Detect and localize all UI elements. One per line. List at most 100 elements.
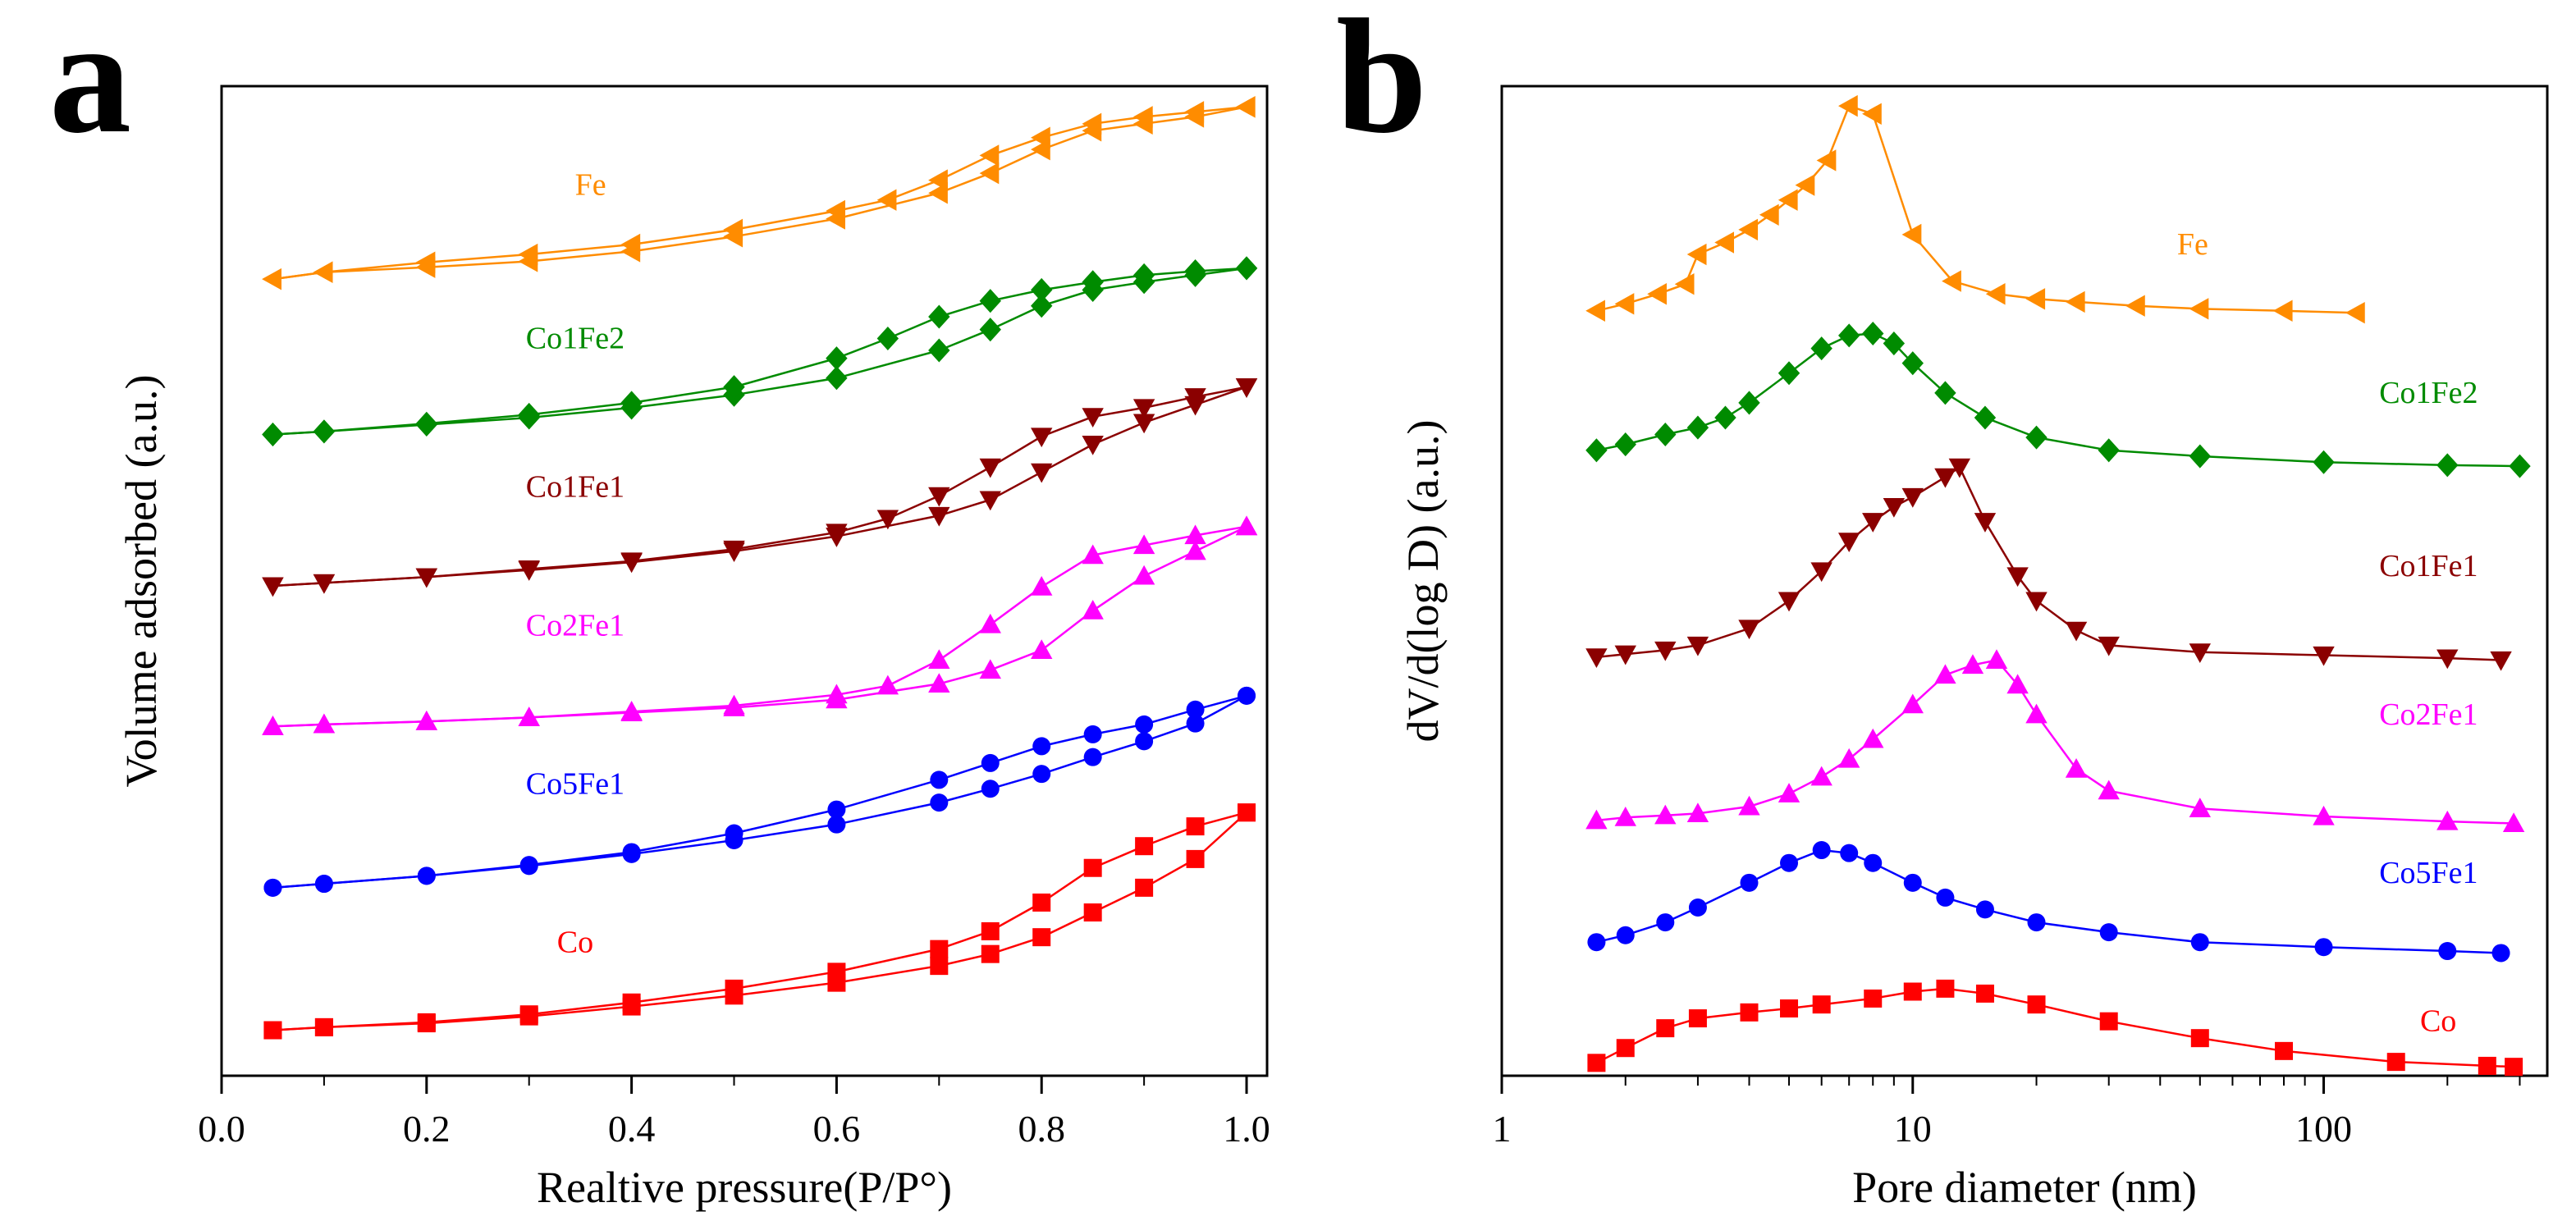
data-point-co2fe1	[1082, 544, 1104, 565]
data-point-fe	[1714, 231, 1735, 254]
series-line-co5fe1	[1596, 848, 2501, 954]
data-point-co1fe1	[1132, 414, 1155, 434]
data-point-co1fe1	[2065, 621, 2088, 642]
data-point-co5fe1	[1032, 765, 1051, 784]
data-point-co5fe1	[1135, 732, 1154, 751]
data-point-co2fe1	[2025, 703, 2048, 724]
data-point-co5fe1	[981, 753, 1000, 772]
data-point-co	[1135, 837, 1154, 856]
series-line-fe	[1596, 104, 2357, 314]
data-point-co1fe1	[876, 510, 899, 530]
series-co: Co	[263, 803, 1256, 1040]
data-point-co5fe1	[827, 815, 846, 834]
data-point-co	[1238, 803, 1256, 822]
data-point-co1fe2	[1901, 351, 1924, 376]
data-point-co1fe2	[1714, 405, 1736, 430]
data-point-co5fe1	[1840, 844, 1859, 862]
data-point-co	[1864, 989, 1883, 1008]
series-label-co1fe1: Co1Fe1	[526, 469, 625, 504]
panel-b-x-ticks: 1 10 100	[1493, 1076, 2521, 1150]
series-label-fe: Fe	[575, 168, 606, 203]
series-fe: Fe	[262, 96, 1256, 290]
data-point-co1fe1	[620, 552, 643, 573]
data-point-co1fe1	[1778, 592, 1800, 612]
data-point-co2fe1	[620, 700, 643, 720]
data-point-co1fe1	[2189, 643, 2211, 664]
data-point-co2fe1	[826, 684, 848, 704]
data-point-co1fe1	[2313, 646, 2335, 666]
data-point-co1fe2	[1883, 332, 1906, 356]
data-point-co2fe1	[2313, 805, 2335, 825]
data-point-co1fe2	[1934, 381, 1956, 405]
data-point-co	[1135, 878, 1154, 897]
series-label-co2fe1: Co2Fe1	[2379, 697, 2478, 732]
data-point-co1fe2	[518, 402, 540, 427]
data-point-fe	[1901, 223, 1922, 246]
data-point-co2fe1	[979, 659, 1001, 679]
series-co1fe1: Co1Fe1	[1585, 458, 2512, 671]
data-point-co2fe1	[928, 673, 950, 693]
data-point-co	[981, 921, 1000, 940]
series-label-co1fe2: Co1Fe2	[2379, 376, 2478, 410]
data-point-co	[930, 940, 949, 958]
data-point-co	[1903, 982, 1922, 1001]
data-point-co5fe1	[1936, 888, 1955, 907]
data-point-co2fe1	[1184, 540, 1206, 560]
data-point-fe	[928, 169, 948, 191]
data-point-co5fe1	[725, 824, 744, 843]
data-point-co2fe1	[518, 706, 540, 726]
data-point-co2fe1	[1901, 693, 1924, 714]
data-point-co	[1780, 999, 1799, 1017]
data-point-co	[1812, 995, 1831, 1014]
data-point-co	[1587, 1054, 1606, 1072]
data-point-co1fe2	[826, 346, 848, 371]
data-point-co1fe1	[1031, 428, 1053, 448]
data-point-co	[1186, 817, 1205, 836]
data-point-fe	[1985, 283, 2006, 305]
data-point-co2fe1	[1184, 524, 1206, 545]
series-label-co5fe1: Co5Fe1	[526, 766, 625, 801]
series-label-fe: Fe	[2177, 227, 2208, 262]
data-point-fe	[1759, 203, 1779, 226]
series-co2fe1: Co2Fe1	[262, 515, 1258, 735]
data-point-fe	[1686, 243, 1707, 266]
panel-b-series: Fe Co1Fe2 Co1Fe1 Co2Fe1 Co5Fe1 Co	[1585, 94, 2531, 1077]
data-point-co2fe1	[1132, 534, 1155, 555]
data-point-co2fe1	[1985, 649, 2008, 670]
data-point-co1fe2	[415, 411, 438, 436]
data-point-co1fe2	[2313, 450, 2335, 474]
data-point-co1fe2	[979, 289, 1001, 313]
data-point-co5fe1	[314, 875, 333, 894]
data-point-co1fe1	[313, 574, 336, 594]
data-point-co5fe1	[2099, 923, 2118, 942]
panel-a-frame	[220, 85, 1269, 1077]
data-point-co2fe1	[979, 613, 1001, 633]
data-point-co1fe2	[313, 419, 336, 444]
panel-a-tick-label: 0.0	[198, 1108, 245, 1150]
data-point-fe	[1614, 293, 1635, 315]
data-point-co1fe1	[1934, 468, 1956, 488]
panel-b-frame	[1500, 85, 2549, 1077]
data-point-co2fe1	[2189, 798, 2211, 817]
data-point-co2fe1	[2006, 674, 2029, 694]
data-point-co1fe1	[262, 577, 284, 597]
data-point-co2fe1	[2098, 780, 2120, 800]
panel-a-x-ticks: 0.0 0.2 0.4 0.6 0.8 1.0	[198, 1076, 1270, 1150]
panel-letter-b: b	[1336, 0, 1427, 167]
data-point-co2fe1	[1585, 809, 1608, 830]
data-point-co1fe2	[1686, 415, 1709, 440]
series-co5fe1: Co5Fe1	[1587, 841, 2510, 963]
data-point-co2fe1	[262, 716, 284, 735]
data-point-co5fe1	[1688, 898, 1707, 917]
series-label-co1fe2: Co1Fe2	[526, 322, 625, 356]
data-point-fe	[1674, 273, 1695, 295]
data-point-co5fe1	[1864, 853, 1883, 872]
data-point-co1fe1	[826, 524, 848, 544]
data-point-co	[1032, 893, 1051, 912]
series-line-co2fe1-desorption	[272, 525, 1247, 728]
data-point-co2fe1	[1738, 795, 1760, 816]
data-point-co1fe1	[1948, 458, 1971, 478]
data-point-co	[2275, 1041, 2294, 1060]
data-point-co5fe1	[1083, 725, 1102, 743]
data-point-co1fe1	[2098, 636, 2120, 656]
